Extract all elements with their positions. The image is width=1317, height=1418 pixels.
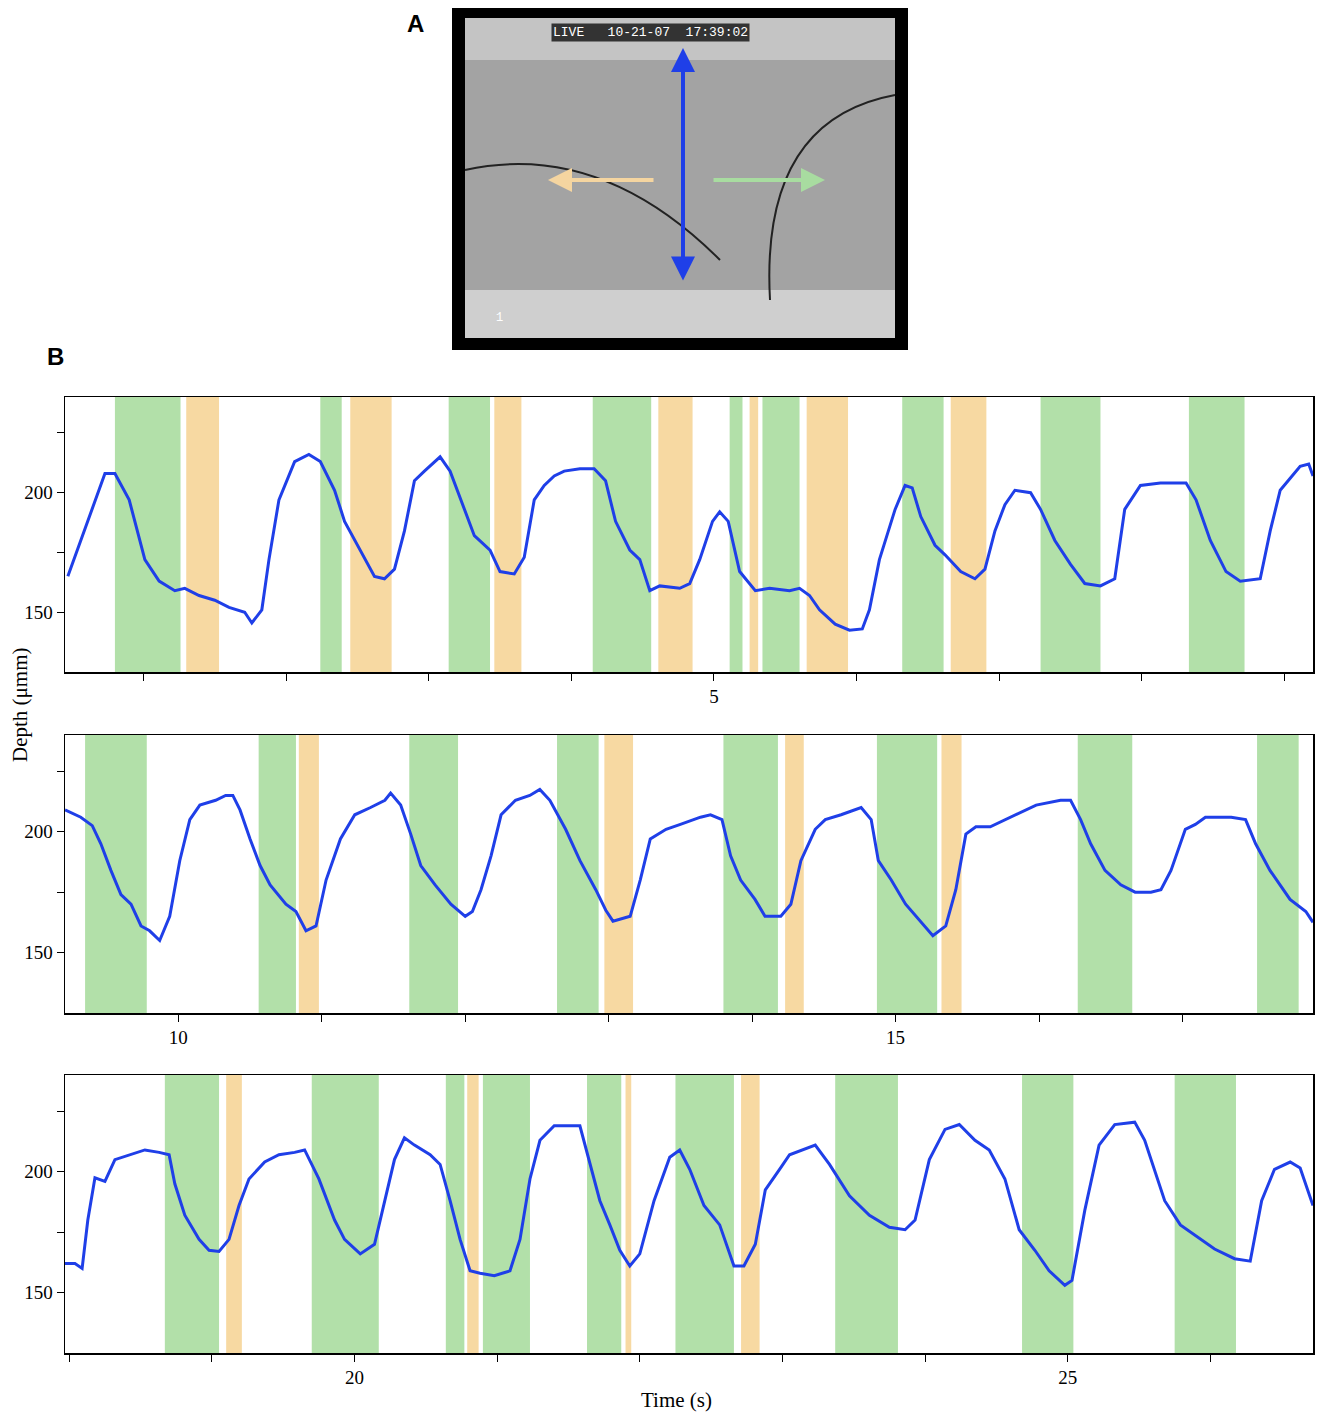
svg-text:1: 1 [496,311,503,325]
svg-text:B: B [47,343,64,370]
svg-text:200: 200 [24,821,53,842]
svg-text:A: A [407,10,424,37]
svg-text:5: 5 [709,686,719,707]
svg-text:Depth (μmm): Depth (μmm) [8,648,32,763]
svg-text:10: 10 [169,1027,188,1048]
svg-text:20: 20 [345,1367,364,1388]
svg-text:150: 150 [24,1282,53,1303]
svg-text:LIVE 10-21-07 17:39:02: LIVE 10-21-07 17:39:02 [553,25,748,40]
svg-text:200: 200 [24,482,53,503]
svg-text:15: 15 [886,1027,905,1048]
svg-text:25: 25 [1058,1367,1077,1388]
svg-text:200: 200 [24,1161,53,1182]
svg-text:Time (s): Time (s) [641,1388,712,1412]
svg-text:150: 150 [24,942,53,963]
svg-text:150: 150 [24,602,53,623]
